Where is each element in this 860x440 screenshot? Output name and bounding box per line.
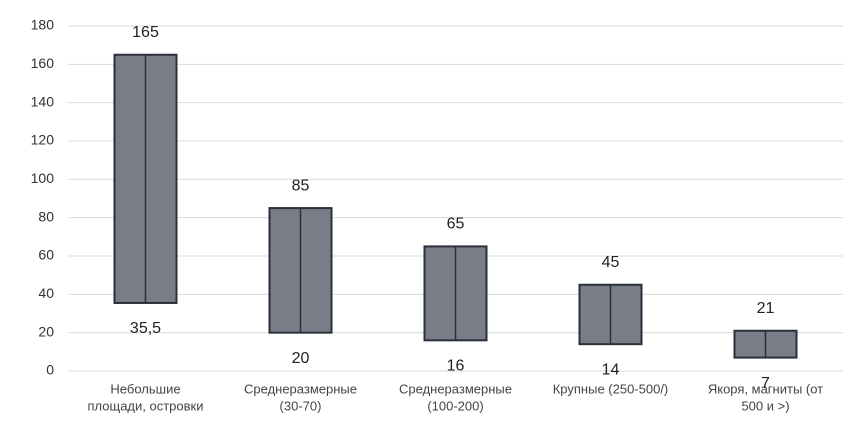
y-tick-label: 0 (46, 362, 54, 378)
x-tick-label: (30-70) (280, 398, 322, 413)
x-tick-label: (100-200) (427, 398, 483, 413)
low-label: 14 (602, 361, 620, 378)
x-tick-label: Крупные (250-500/) (553, 381, 669, 396)
y-tick-label: 60 (38, 247, 54, 263)
high-label: 165 (132, 24, 159, 41)
y-tick-label: 80 (38, 208, 54, 224)
y-tick-label: 160 (31, 55, 55, 71)
x-tick-label: 500 и >) (741, 398, 789, 413)
low-label: 7 (761, 375, 770, 392)
y-tick-label: 180 (31, 17, 55, 33)
high-label: 65 (447, 216, 465, 233)
high-label: 45 (602, 254, 620, 271)
y-tick-label: 120 (31, 132, 55, 148)
x-tick-label: Якоря, магниты (от (708, 381, 823, 396)
x-tick-label: Среднеразмерные (399, 381, 512, 396)
high-label: 21 (757, 300, 775, 317)
x-tick-label: Среднеразмерные (244, 381, 357, 396)
x-tick-label: Небольшие (110, 381, 180, 396)
low-label: 16 (447, 358, 465, 375)
high-label: 85 (292, 177, 310, 194)
y-tick-label: 20 (38, 323, 54, 339)
low-label: 20 (292, 350, 310, 367)
low-label: 35,5 (130, 320, 161, 337)
y-tick-label: 40 (38, 285, 54, 301)
y-tick-label: 140 (31, 93, 55, 109)
y-tick-label: 100 (31, 170, 55, 186)
x-tick-label: площади, островки (88, 398, 204, 413)
